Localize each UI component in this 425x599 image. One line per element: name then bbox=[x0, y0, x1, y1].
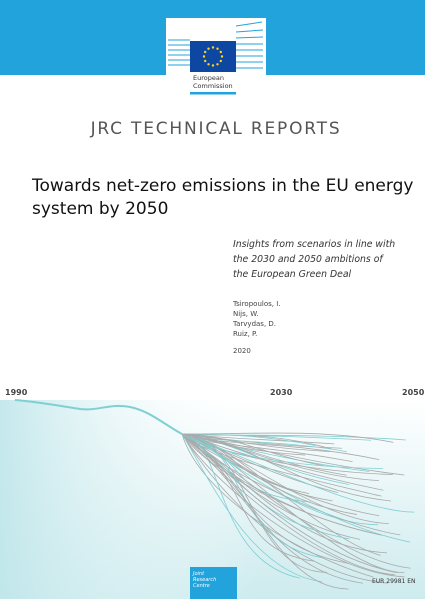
figure-label: 1990 bbox=[5, 388, 28, 397]
author: Nijs, W. bbox=[233, 310, 259, 318]
fan-line bbox=[181, 433, 379, 481]
fan-line bbox=[181, 433, 405, 578]
fan-line bbox=[181, 433, 331, 452]
fan-line bbox=[181, 433, 306, 456]
fan-line bbox=[181, 433, 364, 584]
fan-line bbox=[181, 433, 411, 569]
fan-line bbox=[181, 433, 374, 578]
flag-stars bbox=[202, 46, 224, 67]
jrc-line: Research bbox=[193, 577, 216, 583]
subtitle-line: Insights from scenarios in line with bbox=[233, 239, 395, 250]
subtitle-line: the 2030 and 2050 ambitions of bbox=[233, 254, 384, 265]
fan-line bbox=[181, 433, 324, 559]
fan-line bbox=[181, 433, 349, 564]
subtitle: Insights from scenarios in line with the… bbox=[233, 239, 395, 280]
year: 2020 bbox=[233, 347, 251, 355]
fan-line bbox=[181, 433, 325, 467]
star bbox=[202, 55, 206, 58]
star bbox=[219, 50, 222, 54]
subtitle-line: the European Green Deal bbox=[233, 269, 352, 280]
fan-line bbox=[181, 433, 323, 583]
fan-line bbox=[181, 433, 301, 579]
eu-flag bbox=[190, 41, 236, 72]
figure-labels: 1990 2030 2050 bbox=[5, 388, 425, 397]
logo-text: European bbox=[193, 74, 224, 82]
star bbox=[204, 50, 207, 54]
fan-line bbox=[181, 433, 388, 584]
star bbox=[211, 46, 215, 49]
fan-line bbox=[181, 433, 411, 543]
fan-line bbox=[181, 433, 310, 495]
fan-line bbox=[181, 433, 373, 534]
fan-line bbox=[181, 432, 394, 443]
report-number: EUR 29981 EN bbox=[372, 578, 416, 585]
star bbox=[207, 47, 210, 50]
jrc-text: Joint Research Centre bbox=[192, 571, 216, 589]
jrc-line: Centre bbox=[193, 583, 210, 589]
jrc-line: Joint bbox=[192, 571, 205, 577]
history-line bbox=[14, 399, 183, 435]
logo-text: Commission bbox=[193, 82, 233, 90]
fan-line bbox=[181, 433, 389, 525]
authors: Tsiropoulos, I. Nijs, W. Tarvydas, D. Ru… bbox=[232, 300, 281, 355]
title-line: Towards net-zero emissions in the EU ene… bbox=[31, 176, 413, 196]
logo-building bbox=[168, 21, 264, 69]
jrc-box bbox=[190, 567, 237, 599]
fan-lines bbox=[181, 432, 415, 590]
star bbox=[220, 55, 224, 58]
fan-line bbox=[181, 433, 405, 574]
logo-rule bbox=[190, 92, 236, 95]
star bbox=[216, 63, 219, 66]
author: Tsiropoulos, I. bbox=[232, 300, 281, 308]
fan-line bbox=[181, 433, 383, 469]
star bbox=[216, 47, 219, 50]
star bbox=[204, 59, 207, 63]
star bbox=[211, 64, 215, 67]
author: Tarvydas, D. bbox=[232, 320, 276, 328]
author: Ruiz, P. bbox=[233, 330, 257, 338]
title-line: system by 2050 bbox=[32, 199, 168, 219]
figure-label: 2030 bbox=[270, 388, 293, 397]
star bbox=[219, 59, 222, 63]
figure-label: 2050 bbox=[402, 388, 425, 397]
series-name: JRC TECHNICAL REPORTS bbox=[90, 119, 342, 139]
star bbox=[207, 63, 210, 66]
